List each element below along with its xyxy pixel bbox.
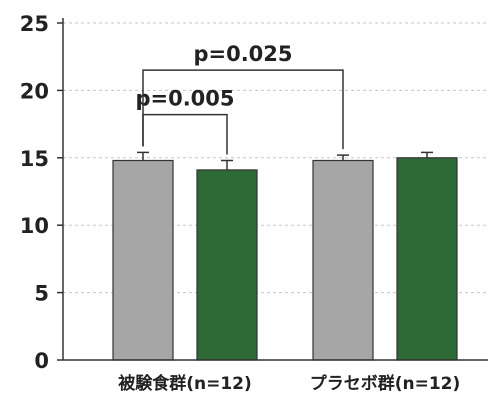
y-tick-label: 20 [20, 79, 49, 103]
y-tick-label: 15 [20, 147, 49, 171]
x-category-label: プラセボ群(n=12) [310, 373, 461, 394]
x-category-label: 被験食群(n=12) [118, 373, 252, 394]
y-axis: 0 5 10 15 20 25 [20, 12, 488, 373]
significance-bracket [142, 69, 344, 150]
y-tick-label: 25 [20, 12, 49, 36]
y-tick-label: 5 [34, 282, 49, 306]
bar [112, 159, 174, 361]
bar [312, 159, 374, 361]
error-bars [137, 151, 433, 170]
p-value-label: p=0.005 [135, 87, 234, 111]
p-value-label: p=0.025 [193, 42, 292, 66]
bar [196, 169, 258, 361]
significance-bracket [142, 113, 228, 155]
bar [396, 157, 458, 361]
significance-annotations: p=0.005 p=0.025 [135, 42, 344, 155]
x-axis-labels: 被験食群(n=12) プラセボ群(n=12) [118, 373, 460, 394]
y-tick-label: 0 [34, 349, 49, 373]
y-tick-label: 10 [20, 214, 49, 238]
bars [112, 157, 458, 361]
